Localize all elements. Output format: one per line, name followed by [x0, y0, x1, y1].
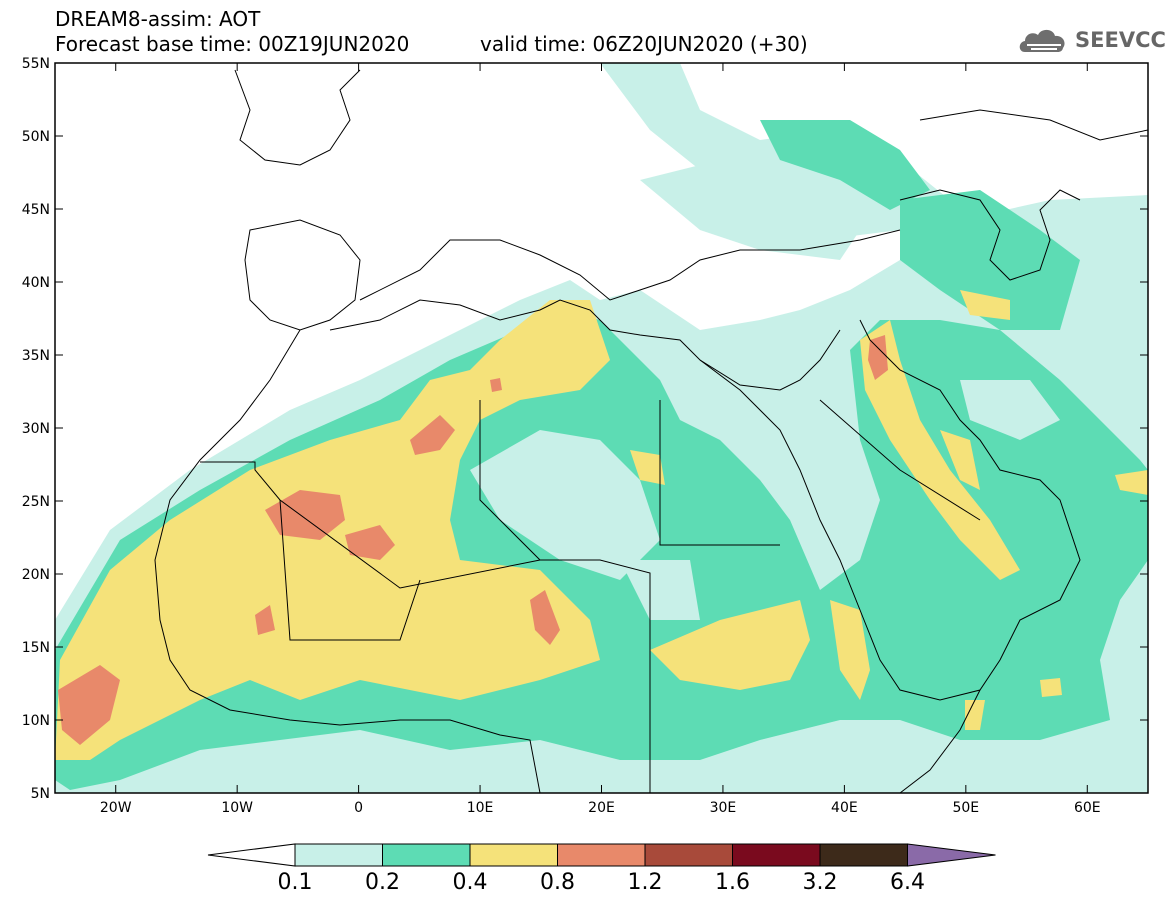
colorbar: [207, 843, 996, 867]
lon-label: 20E: [588, 800, 615, 816]
colorbar-label: 3.2: [802, 870, 838, 895]
aot-level-0.8: [345, 525, 395, 560]
aot-level-0.4: [630, 450, 665, 485]
lat-label: 25N: [22, 494, 50, 510]
aot-level-0.8: [410, 415, 455, 455]
colorbar-label: 0.4: [452, 870, 488, 895]
lat-label: 50N: [22, 129, 50, 145]
colorbar-segment: [732, 843, 821, 867]
aot-level-0.1: [640, 160, 860, 260]
aot-level-0.4: [1040, 678, 1062, 697]
map-title: DREAM8-assim: AOT: [55, 7, 261, 31]
aot-level-0.8: [490, 378, 502, 392]
coastline: [329, 299, 841, 391]
colorbar-segment: [469, 843, 558, 867]
coastline: [234, 69, 361, 166]
lon-label: 10W: [221, 800, 253, 816]
longitude-labels: 20W 10W 0 10E 20E 30E 40E 50E 60E: [100, 800, 1101, 816]
border: [200, 461, 651, 793]
lat-label: 15N: [22, 640, 50, 656]
lat-label: 20N: [22, 567, 50, 583]
aot-level-0.8: [58, 665, 120, 745]
colorbar-label: 0.1: [277, 870, 313, 895]
colorbar-segment: [644, 843, 733, 867]
colorbar-label: 0.8: [540, 870, 575, 895]
lon-label: 10E: [467, 800, 494, 816]
lat-label: 40N: [22, 275, 50, 291]
colorbar-label: 1.2: [627, 870, 663, 895]
lat-label: 35N: [22, 348, 50, 364]
aot-level-0.4: [1115, 470, 1148, 495]
lon-label: 50E: [952, 800, 979, 816]
valid-time: valid time: 06Z20JUN2020 (+30): [480, 32, 808, 56]
aot-level-0.8: [265, 490, 345, 540]
lat-label: 55N: [22, 56, 50, 72]
coastline: [919, 109, 1148, 141]
border: [279, 499, 421, 641]
aot-level-0.8: [868, 335, 888, 380]
border: [479, 400, 541, 561]
lon-label: 0: [354, 800, 363, 816]
lon-label: 40E: [831, 800, 858, 816]
colorbar-segment: [382, 843, 471, 867]
colorbar-segment: [294, 843, 383, 867]
colorbar-over-arrow: [907, 843, 996, 867]
aot-level-0.1: [600, 63, 950, 240]
lat-label: 45N: [22, 202, 50, 218]
axis-ticks: [55, 62, 1148, 794]
aot-level-0.8: [255, 605, 275, 635]
seevccc-logo: SEEVCCC: [1017, 24, 1165, 56]
aot-level-0.4: [965, 700, 985, 730]
coastline: [244, 219, 361, 331]
coastline: [359, 229, 901, 301]
coastline: [154, 329, 541, 793]
lat-label: 10N: [22, 713, 50, 729]
aot-level-0.4: [830, 600, 870, 700]
aot-level-0.4: [650, 600, 810, 690]
colorbar-segment: [819, 843, 908, 867]
forecast-base-time: Forecast base time: 00Z19JUN2020: [55, 32, 410, 56]
colorbar-label: 1.6: [715, 870, 750, 895]
border: [819, 399, 981, 521]
lat-label: 5N: [31, 786, 50, 802]
lat-label: 30N: [22, 421, 50, 437]
colorbar-segment: [557, 843, 646, 867]
coastline: [899, 689, 981, 793]
border: [659, 400, 780, 546]
lon-label: 20W: [100, 800, 132, 816]
aot-level-0.4: [860, 320, 1020, 580]
aot-level-0.4: [940, 430, 980, 490]
logo-text: SEEVCCC: [1075, 28, 1165, 52]
coastline: [699, 319, 1081, 701]
aot-field: [55, 63, 1148, 793]
lon-label: 60E: [1074, 800, 1101, 816]
coastline: [899, 189, 1081, 281]
aot-level-0.2: [760, 120, 930, 210]
aot-level-0.8: [530, 590, 560, 645]
lon-label: 30E: [710, 800, 737, 816]
latitude-labels: 55N 50N 45N 40N 35N 30N 25N 20N 15N 10N 5N: [22, 56, 50, 802]
colorbar-label: 6.4: [890, 870, 925, 895]
cloud-icon: [1019, 29, 1065, 52]
colorbar-under-arrow: [207, 843, 296, 867]
aot-level-0.4: [960, 290, 1010, 320]
colorbar-label: 0.2: [365, 870, 400, 895]
